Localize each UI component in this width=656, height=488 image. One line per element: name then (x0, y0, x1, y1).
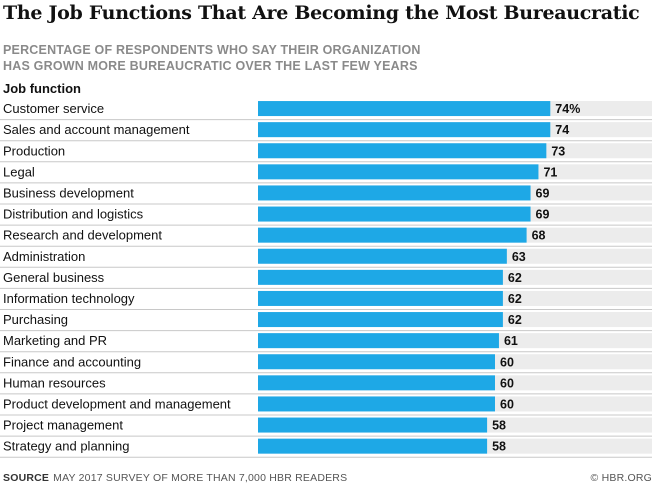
value-label: 73 (551, 144, 565, 158)
credit: © HBR.ORG (590, 472, 652, 484)
value-label: 58 (492, 440, 506, 454)
category-label: Marketing and PR (3, 333, 107, 348)
category-label: Distribution and logistics (3, 207, 144, 222)
chart-subtitle: PERCENTAGE OF RESPONDENTS WHO SAY THEIR … (3, 42, 421, 74)
value-label: 61 (504, 334, 518, 348)
value-label: 74% (555, 102, 580, 116)
category-label: Project management (3, 418, 123, 433)
category-label: Administration (3, 249, 85, 264)
category-label: Information technology (3, 291, 135, 306)
value-label: 60 (500, 376, 514, 390)
category-label: Legal (3, 164, 35, 179)
category-label: General business (3, 270, 105, 285)
category-label: Finance and accounting (3, 354, 141, 369)
bar (258, 354, 495, 370)
source-label: SOURCE (3, 472, 50, 484)
value-label: 69 (536, 186, 550, 200)
bar (258, 396, 495, 412)
value-label: 63 (512, 250, 526, 264)
value-label: 68 (532, 229, 546, 243)
category-label: Product development and management (3, 396, 231, 411)
subtitle-line-1: PERCENTAGE OF RESPONDENTS WHO SAY THEIR … (3, 43, 421, 57)
source-text: MAY 2017 SURVEY OF MORE THAN 7,000 HBR R… (53, 472, 348, 484)
bar (258, 122, 551, 138)
bar (258, 164, 539, 180)
category-label: Sales and account management (3, 122, 190, 137)
value-label: 60 (500, 397, 514, 411)
category-label: Production (3, 143, 65, 158)
value-label: 71 (543, 165, 557, 179)
bar (258, 248, 507, 264)
bar (258, 143, 547, 159)
value-label: 62 (508, 271, 522, 285)
value-label: 62 (508, 292, 522, 306)
subtitle-line-2: HAS GROWN MORE BUREAUCRATIC OVER THE LAS… (3, 59, 418, 73)
category-label: Customer service (3, 101, 104, 116)
bar (258, 438, 488, 454)
bar (258, 269, 503, 285)
bar (258, 185, 531, 201)
category-label: Research and development (3, 228, 162, 243)
value-label: 69 (536, 208, 550, 222)
column-header: Job function (3, 81, 81, 96)
source-note: SOURCE MAY 2017 SURVEY OF MORE THAN 7,000… (3, 472, 347, 484)
category-label: Human resources (3, 375, 106, 390)
value-label: 62 (508, 313, 522, 327)
bar (258, 206, 531, 222)
bar (258, 290, 503, 306)
bar (258, 333, 499, 349)
bar (258, 312, 503, 328)
value-label: 58 (492, 419, 506, 433)
bar (258, 417, 488, 433)
chart-title: The Job Functions That Are Becoming the … (3, 2, 640, 24)
bar (258, 227, 527, 243)
value-label: 74 (555, 123, 569, 137)
bar (258, 101, 551, 117)
category-label: Purchasing (3, 312, 68, 327)
category-label: Business development (3, 185, 134, 200)
bar (258, 375, 495, 391)
category-label: Strategy and planning (3, 439, 129, 454)
value-label: 60 (500, 355, 514, 369)
